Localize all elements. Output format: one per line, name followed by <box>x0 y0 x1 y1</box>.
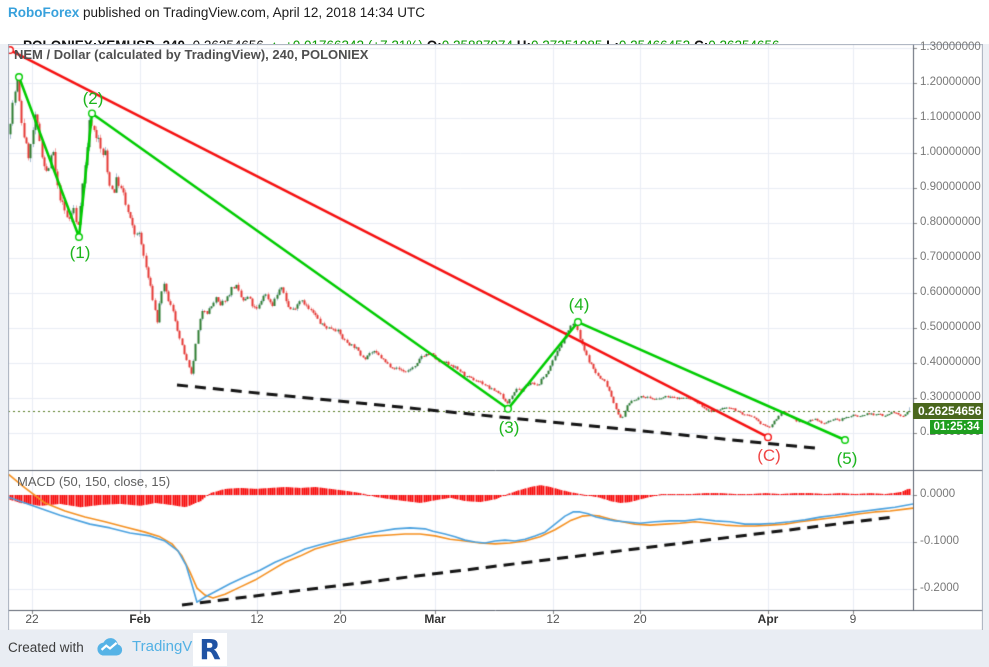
macd-axis-label: -0.1000 <box>920 535 960 547</box>
tradingview-logo-icon <box>97 638 123 656</box>
price-axis-label: 1.10000000 <box>920 111 981 123</box>
wave-label-4: (4) <box>568 295 590 314</box>
price-axis-label: 0.80000000 <box>920 216 981 228</box>
price-chart-canvas[interactable] <box>8 44 983 631</box>
price-axis-label: 0.30000000 <box>920 391 981 403</box>
macd-indicator-label: MACD (50, 150, close, 15) <box>17 474 171 489</box>
time-axis-label: Apr <box>757 612 779 626</box>
time-axis-label: 22 <box>25 612 39 626</box>
chart-title: NEM / Dollar (calculated by TradingView)… <box>14 47 369 62</box>
macd-axis-label: 0.0000 <box>920 488 956 500</box>
price-axis-label: 0.70000000 <box>920 251 981 263</box>
wave-label-5: (5) <box>836 449 858 468</box>
time-axis-label: 20 <box>333 612 347 626</box>
price-axis-label: 0.40000000 <box>920 356 981 368</box>
created-with-text: Created with <box>8 640 84 655</box>
macd-axis-label: -0.2000 <box>920 582 960 594</box>
last-price-badge: 0.26254656 <box>913 403 983 419</box>
chart-widget: NEM / Dollar (calculated by TradingView)… <box>8 41 983 631</box>
roboforex-logo: R <box>193 633 227 666</box>
bar-countdown-badge: 01:25:34 <box>930 420 983 434</box>
wave-label-1: (1) <box>69 243 91 262</box>
time-axis-label: 9 <box>849 612 857 626</box>
price-axis-label: 1.00000000 <box>920 146 981 158</box>
footer: Created with TradingView R <box>0 630 989 667</box>
price-axis-label: 0.50000000 <box>920 321 981 333</box>
wave-label-3: (3) <box>498 418 520 437</box>
price-axis-label: 0.60000000 <box>920 286 981 298</box>
time-axis-label: 12 <box>250 612 264 626</box>
price-axis-label: 1.30000000 <box>920 41 981 53</box>
time-axis-label: 12 <box>546 612 560 626</box>
wave-label-2: (2) <box>82 89 104 108</box>
published-text: published on TradingView.com, April 12, … <box>79 5 425 20</box>
time-axis-label: Feb <box>129 612 151 626</box>
price-axis-label: 1.20000000 <box>920 76 981 88</box>
time-axis-label: Mar <box>424 612 446 626</box>
wave-label-C: (C) <box>757 446 781 465</box>
attribution-header: RoboForex published on TradingView.com, … <box>0 0 989 53</box>
time-axis-label: 20 <box>633 612 647 626</box>
price-axis-label: 0.90000000 <box>920 181 981 193</box>
roboforex-logo-letter: R <box>199 633 221 666</box>
roboforex-brand-link[interactable]: RoboForex <box>8 5 80 20</box>
published-line: RoboForex published on TradingView.com, … <box>8 5 425 20</box>
